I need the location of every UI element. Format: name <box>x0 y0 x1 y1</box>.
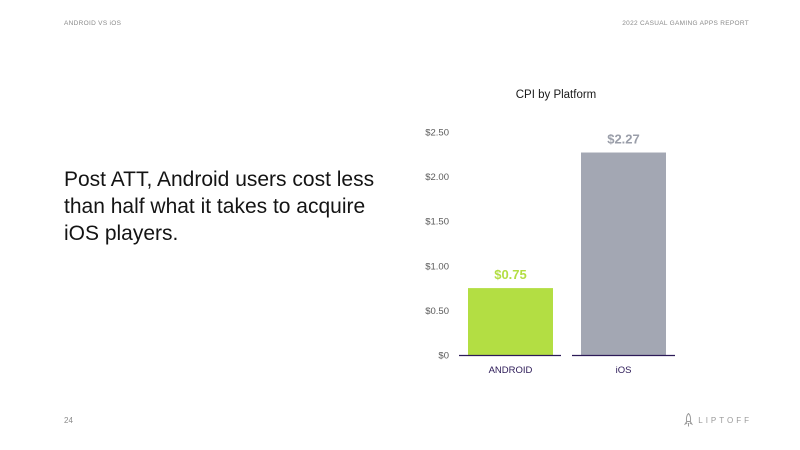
category-label-ios: iOS <box>616 365 632 376</box>
y-tick-label: $0 <box>438 351 449 362</box>
chart-title: CPI by Platform <box>515 89 597 101</box>
data-label-ios: $2.27 <box>607 132 640 147</box>
data-label-android: $0.75 <box>494 267 527 282</box>
section-label: ANDROID VS iOS <box>64 20 122 27</box>
brand-logo: LIPTOFF <box>684 413 752 427</box>
headline: Post ATT, Android users cost less than h… <box>64 168 375 245</box>
y-tick-label: $2.00 <box>425 172 449 183</box>
page-number: 24 <box>64 416 73 425</box>
y-tick-label: $0.50 <box>425 306 449 317</box>
rocket-icon <box>684 413 694 427</box>
bar-android <box>468 288 553 355</box>
y-tick-label: $1.00 <box>425 261 449 272</box>
y-tick-label: $1.50 <box>425 217 449 228</box>
category-label-android: ANDROID <box>489 365 533 376</box>
report-title: 2022 CASUAL GAMING APPS REPORT <box>622 20 749 27</box>
y-tick-label: $2.50 <box>425 128 449 139</box>
brand-name: LIPTOFF <box>698 415 752 425</box>
bar-ios <box>581 152 666 355</box>
